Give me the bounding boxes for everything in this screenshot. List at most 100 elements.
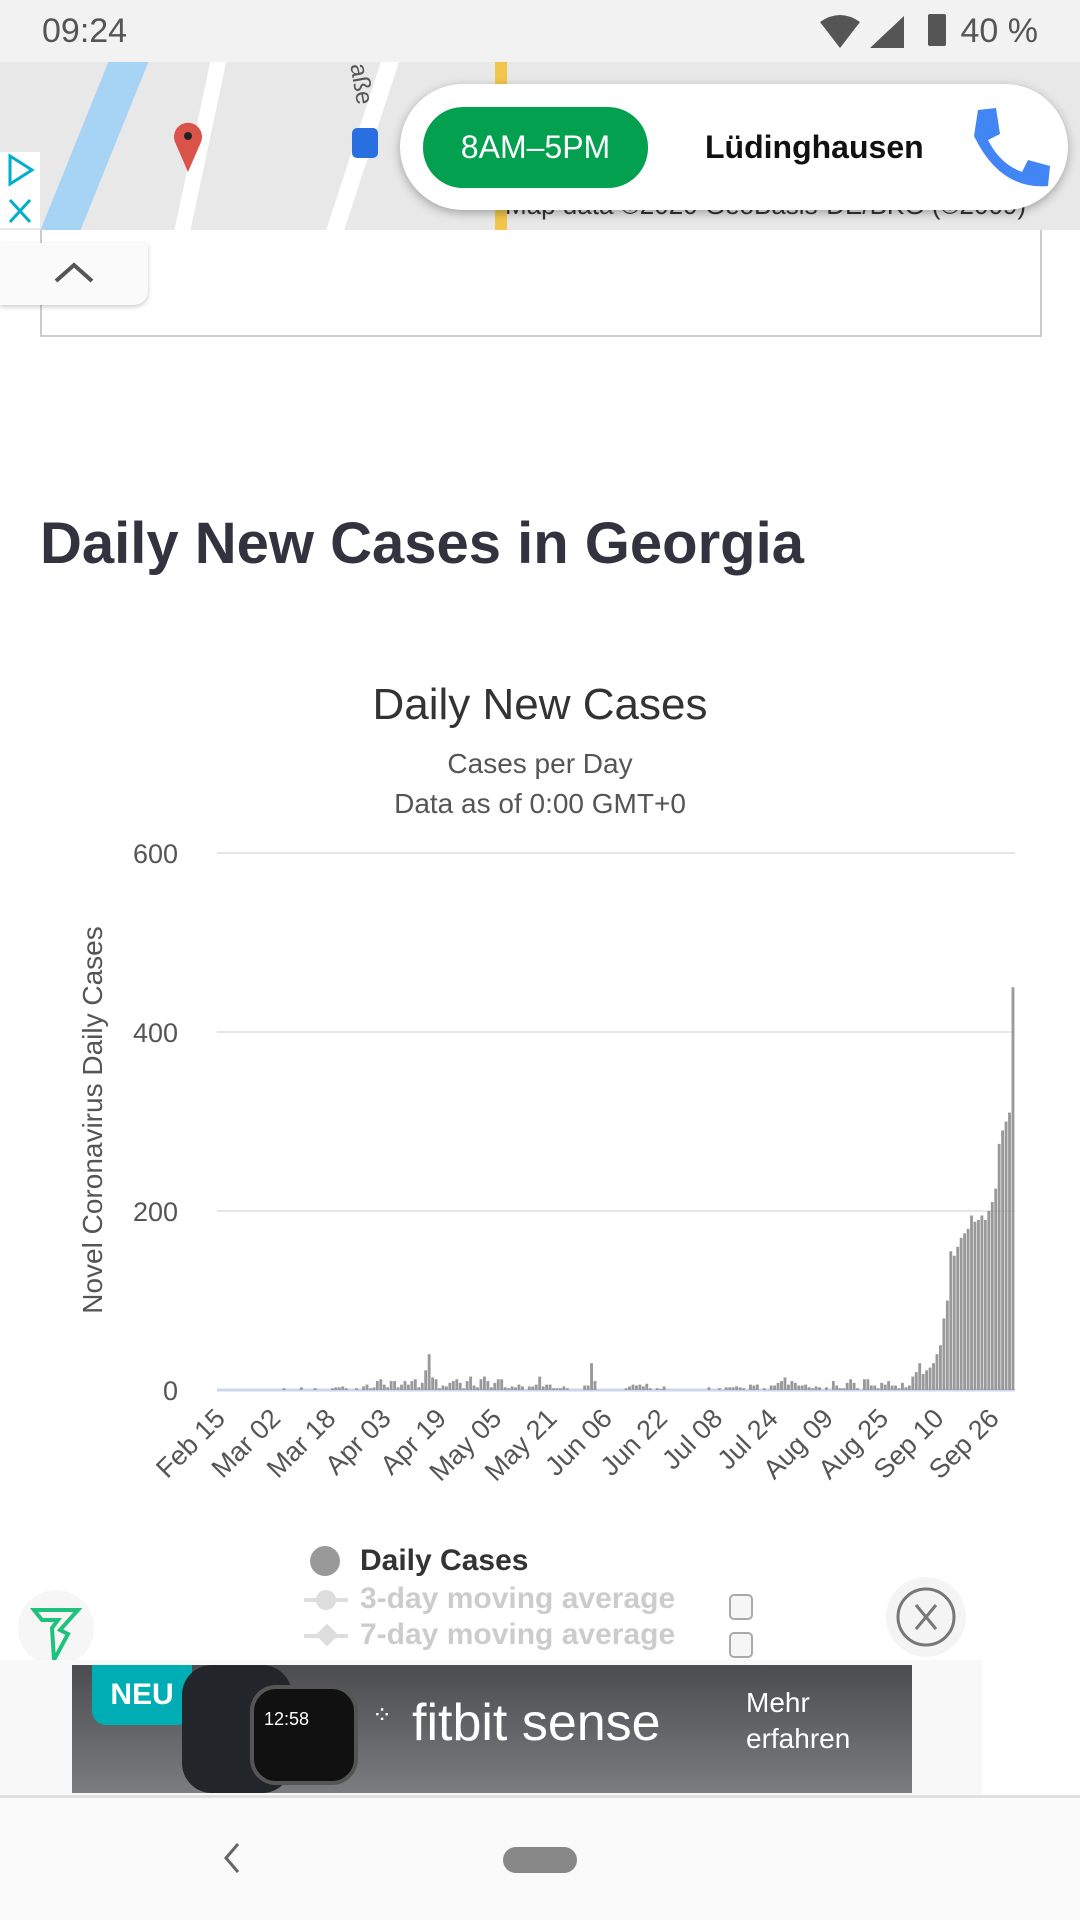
navigation-bar bbox=[0, 1795, 1080, 1920]
bar bbox=[462, 1388, 466, 1390]
bar bbox=[880, 1382, 884, 1390]
app-logo-icon bbox=[29, 1608, 83, 1668]
bar bbox=[552, 1388, 555, 1390]
bar bbox=[344, 1388, 348, 1390]
ad-cta-line2[interactable]: erfahren bbox=[746, 1723, 851, 1754]
bar bbox=[486, 1381, 490, 1390]
bar bbox=[918, 1363, 922, 1390]
bar bbox=[787, 1384, 790, 1390]
bar bbox=[983, 1219, 987, 1390]
y-tick-label: 0 bbox=[163, 1376, 178, 1406]
ad-new-badge: NEU bbox=[92, 1665, 192, 1725]
bar bbox=[465, 1381, 469, 1390]
bar bbox=[527, 1386, 531, 1390]
bar bbox=[752, 1385, 756, 1390]
bar bbox=[417, 1387, 421, 1390]
bar bbox=[410, 1381, 414, 1390]
bar bbox=[379, 1379, 383, 1390]
bar bbox=[973, 1221, 977, 1390]
bar bbox=[455, 1379, 459, 1390]
bar bbox=[389, 1381, 393, 1390]
bar bbox=[780, 1381, 783, 1390]
bar bbox=[911, 1376, 915, 1390]
bar bbox=[735, 1386, 739, 1390]
bar bbox=[531, 1386, 535, 1390]
chart-data-date: Data as of 0:00 GMT+0 bbox=[394, 788, 686, 819]
bar bbox=[856, 1388, 859, 1390]
bar bbox=[407, 1384, 410, 1390]
bar bbox=[904, 1387, 908, 1390]
bar bbox=[555, 1388, 559, 1390]
fitbit-logo-icon: ⁘ bbox=[372, 1702, 393, 1729]
bar bbox=[365, 1384, 369, 1390]
status-time: 09:24 bbox=[42, 12, 128, 50]
floating-app-button[interactable] bbox=[18, 1590, 94, 1668]
bar bbox=[334, 1387, 338, 1390]
collapse-ad-button[interactable] bbox=[0, 243, 148, 305]
bar bbox=[483, 1376, 486, 1390]
legend-label: 3-day moving average bbox=[360, 1582, 676, 1615]
bar bbox=[586, 1385, 590, 1390]
phone-icon[interactable] bbox=[970, 106, 1050, 190]
bar bbox=[994, 1188, 998, 1390]
bar bbox=[545, 1384, 549, 1390]
bar bbox=[517, 1384, 521, 1390]
business-card[interactable]: 8AM–5PM Lüdinghausen bbox=[400, 84, 1068, 210]
bar bbox=[337, 1387, 341, 1390]
bar bbox=[901, 1382, 904, 1390]
hours-badge[interactable]: 8AM–5PM bbox=[423, 107, 648, 188]
bar bbox=[635, 1385, 638, 1390]
bar bbox=[894, 1385, 897, 1390]
back-icon[interactable] bbox=[220, 1840, 244, 1876]
bar bbox=[375, 1381, 379, 1390]
bar bbox=[890, 1385, 894, 1390]
bar bbox=[956, 1246, 960, 1390]
y-tick-label: 200 bbox=[133, 1197, 178, 1227]
bar bbox=[873, 1385, 877, 1390]
ad-cta-line1[interactable]: Mehr bbox=[746, 1687, 810, 1718]
bar bbox=[949, 1251, 953, 1390]
bar bbox=[863, 1379, 866, 1390]
bar bbox=[362, 1386, 365, 1390]
close-icon bbox=[896, 1587, 956, 1647]
business-location[interactable]: Lüdinghausen bbox=[705, 129, 924, 165]
bar bbox=[382, 1384, 386, 1390]
adchoices[interactable] bbox=[0, 152, 40, 228]
3day-average-checkbox[interactable] bbox=[729, 1594, 753, 1620]
bar bbox=[659, 1389, 663, 1390]
bar bbox=[313, 1388, 317, 1390]
bar bbox=[866, 1379, 870, 1390]
y-tick-label: 600 bbox=[133, 839, 178, 869]
adchoices-icon[interactable] bbox=[0, 152, 40, 228]
y-axis-label: Novel Coronavirus Daily Cases bbox=[77, 926, 108, 1313]
bar bbox=[386, 1387, 390, 1390]
bar bbox=[952, 1255, 956, 1390]
bar bbox=[797, 1385, 801, 1390]
bar bbox=[472, 1385, 476, 1390]
bar bbox=[565, 1388, 569, 1390]
bar bbox=[393, 1381, 397, 1390]
7day-average-checkbox[interactable] bbox=[729, 1632, 753, 1658]
bar bbox=[590, 1363, 593, 1390]
bar bbox=[980, 1215, 984, 1390]
close-ad-button[interactable] bbox=[886, 1577, 966, 1657]
bar bbox=[835, 1385, 839, 1390]
home-button[interactable] bbox=[503, 1847, 577, 1873]
bar bbox=[331, 1388, 334, 1390]
bar bbox=[776, 1382, 780, 1390]
bar bbox=[648, 1388, 652, 1390]
bar bbox=[434, 1379, 438, 1390]
bar bbox=[762, 1388, 766, 1390]
legend-label: Daily Cases bbox=[360, 1544, 529, 1577]
bar bbox=[942, 1318, 946, 1390]
fitbit-banner-ad[interactable]: NEU 12:58 ⁘ fitbit sense Mehr erfahren bbox=[72, 1665, 912, 1793]
battery-icon bbox=[928, 14, 946, 46]
bar bbox=[807, 1387, 811, 1390]
bar bbox=[724, 1387, 728, 1390]
bar bbox=[869, 1385, 873, 1390]
bar bbox=[441, 1385, 445, 1390]
bar bbox=[935, 1354, 939, 1390]
bar bbox=[876, 1388, 880, 1390]
x-tick-label: Jul 08 bbox=[656, 1403, 728, 1475]
bar bbox=[448, 1382, 452, 1390]
